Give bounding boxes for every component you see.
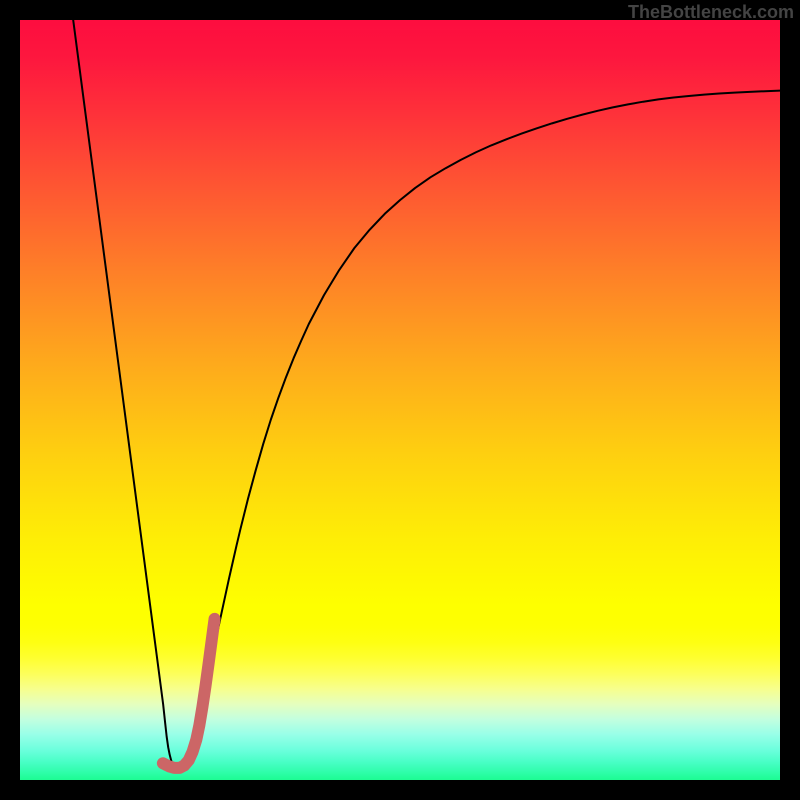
watermark-label: TheBottleneck.com [628, 2, 794, 23]
plot-area [20, 20, 780, 780]
chart-svg [20, 20, 780, 780]
chart-background [20, 20, 780, 780]
chart-root: TheBottleneck.com [0, 0, 800, 800]
